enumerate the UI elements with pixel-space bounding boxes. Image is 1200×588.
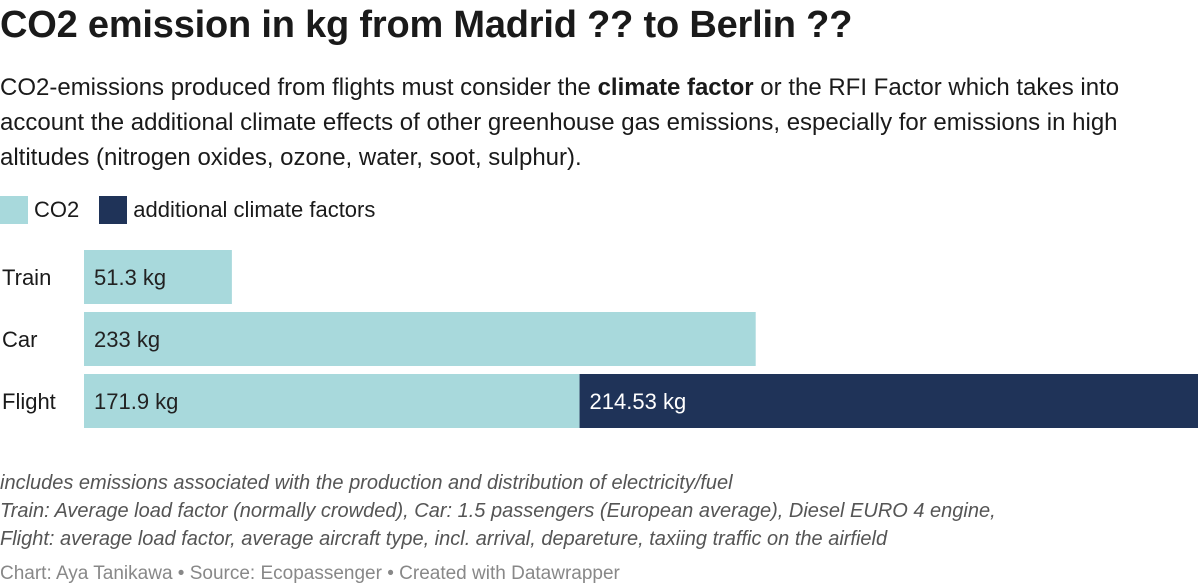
chart-title: CO2 emission in kg from Madrid ?? to Ber…: [0, 4, 853, 46]
category-label-flight: Flight: [2, 389, 56, 414]
value-label-car-co2: 233 kg: [94, 327, 160, 352]
chart-legend: CO2 additional climate factors: [0, 195, 395, 225]
bar-car-co2: [84, 312, 756, 366]
category-label-train: Train: [2, 265, 51, 290]
bar-flight-co2: [84, 374, 580, 428]
description-bold-term: climate factor: [597, 74, 754, 101]
bar-flight-additional: [579, 374, 1198, 428]
value-label-train-co2: 51.3 kg: [94, 265, 166, 290]
value-label-flight-co2: 171.9 kg: [94, 389, 178, 414]
category-label-car: Car: [2, 327, 37, 352]
bar-chart-plot: Train 51.3 kg Car 233 kg Flight 171.9 kg 214.5…: [2, 250, 1198, 428]
note-line-1: includes emissions associated with the p…: [0, 472, 733, 494]
note-line-2: Train: Average load factor (normally cro…: [0, 500, 996, 522]
bar-train-co2: [84, 250, 232, 304]
legend-item-additional: additional climate factors: [99, 196, 375, 224]
legend-swatch-co2: [0, 196, 28, 224]
legend-item-co2: CO2: [0, 196, 79, 224]
description-text-end: or the RFI Factor which takes into accou…: [0, 74, 1120, 171]
chart-notes: includes emissions associated with the p…: [0, 469, 1195, 553]
legend-label-additional: additional climate factors: [133, 197, 376, 222]
chart-footer: Chart: Aya Tanikawa • Source: Ecopasseng…: [0, 563, 620, 584]
description-text-start: CO2-emissions produced from flights must…: [0, 74, 598, 101]
value-label-flight-additional: 214.53 kg: [590, 389, 687, 414]
legend-label-co2: CO2: [34, 197, 80, 222]
legend-swatch-additional: [99, 196, 128, 224]
chart-description: CO2-emissions produced from flights must…: [0, 70, 1190, 175]
note-line-3: Flight: average load factor, average air…: [0, 528, 888, 550]
